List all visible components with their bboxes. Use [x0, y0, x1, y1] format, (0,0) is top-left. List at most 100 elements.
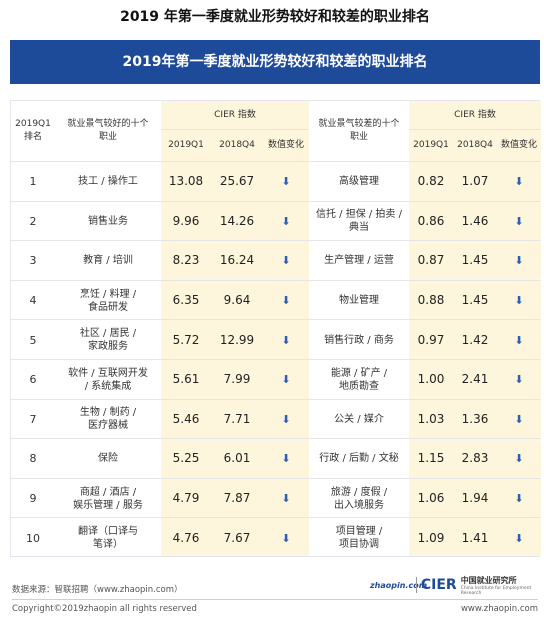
table-row: 9 商超 / 酒店 / 娱乐管理 / 服务 4.79 7.87 ⬇ 旅游 / 度假 / 出… — [11, 477, 541, 519]
good-change-cell: ⬇ — [263, 320, 309, 360]
cell-b-q1: 1.00 — [417, 372, 445, 387]
page-title: 2019 年第一季度就业形势较好和较差的职业排名 — [120, 9, 430, 25]
down-arrow-icon: ⬇ — [514, 294, 524, 308]
header-good-occupation: 就业景气较好的十个 职业 — [67, 119, 149, 142]
cell-bad: 项目管理 / 项目协调 — [335, 526, 383, 551]
cell-g-q4: 25.67 — [219, 174, 255, 189]
good-change-cell: ⬇ — [263, 439, 309, 479]
cell-bad: 公关 / 媒介 — [334, 413, 384, 425]
good-change-cell: ⬇ — [263, 479, 309, 519]
down-arrow-icon: ⬇ — [514, 492, 524, 506]
down-arrow-icon: ⬇ — [514, 412, 524, 426]
cell-bad: 能源 / 矿产 / 地质勘查 — [330, 367, 388, 392]
cell-b-q1: 1.03 — [417, 411, 445, 426]
cell-g-q1: 5.25 — [172, 451, 200, 466]
cell-b-q1: 0.86 — [417, 213, 445, 228]
cier-name-en: China Institute for Employment Research — [460, 585, 532, 596]
cell-bad: 信托 / 担保 / 拍卖 / 典当 — [315, 209, 402, 234]
down-arrow-icon: ⬇ — [281, 294, 291, 308]
cell-rank: 8 — [29, 452, 37, 466]
cell-g-q4: 9.64 — [223, 293, 251, 308]
copyright: Copyright©2019zhaopin all rights reserve… — [12, 604, 197, 614]
cell-bad: 生产管理 / 运营 — [324, 255, 394, 267]
cell-good: 烹饪 / 料理 / 食品研发 — [79, 288, 137, 313]
cell-b-q1: 0.88 — [417, 293, 445, 308]
down-arrow-icon: ⬇ — [514, 333, 524, 347]
down-arrow-icon: ⬇ — [514, 531, 524, 545]
cell-bad: 销售行政 / 商务 — [324, 334, 394, 346]
cell-rank: 5 — [29, 333, 37, 347]
cell-b-q4: 1.94 — [461, 491, 489, 506]
table-row: 4 烹饪 / 料理 / 食品研发 6.35 9.64 ⬇ 物业管理 0.88 1.45 ⬇ — [11, 279, 541, 321]
cell-good: 销售业务 — [88, 215, 128, 227]
cell-b-q4: 1.36 — [461, 411, 489, 426]
table-header: 2019Q1 排名 就业景气较好的十个 职业 CIER 指数 CIER 指数 就业景气较… — [11, 101, 541, 161]
down-arrow-icon: ⬇ — [281, 214, 291, 228]
logo-area: zhaopin.com CIER 中国就业研究所 China Institute… — [370, 574, 540, 596]
cell-rank: 4 — [29, 294, 37, 308]
cell-b-q1: 0.87 — [417, 253, 445, 268]
data-source: 数据来源：智联招聘（www.zhaopin.com） — [12, 585, 183, 595]
down-arrow-icon: ⬇ — [281, 373, 291, 387]
table-row: 7 生物 / 制药 / 医疗器械 5.46 7.71 ⬇ 公关 / 媒介 1.03 1.36 ⬇ — [11, 398, 541, 440]
down-arrow-icon: ⬇ — [281, 254, 291, 268]
cell-b-q1: 1.15 — [417, 451, 445, 466]
bad-change-cell: ⬇ — [497, 439, 541, 479]
good-change-cell: ⬇ — [263, 162, 309, 202]
cell-g-q4: 7.99 — [223, 372, 251, 387]
zhaopin-logo: zhaopin.com — [370, 580, 428, 590]
down-arrow-icon: ⬇ — [281, 412, 291, 426]
cell-good: 技工 / 操作工 — [78, 176, 138, 188]
cell-b-q4: 1.41 — [461, 530, 489, 545]
cell-b-q4: 2.41 — [461, 372, 489, 387]
cell-g-q4: 6.01 — [223, 451, 251, 466]
bad-change-cell: ⬇ — [497, 241, 541, 281]
down-arrow-icon: ⬇ — [281, 492, 291, 506]
cell-g-q4: 16.24 — [219, 253, 255, 268]
header-good-q1: 2019Q1 — [161, 129, 211, 161]
cell-bad: 旅游 / 度假 / 出入境服务 — [330, 486, 388, 511]
logo-divider — [416, 577, 417, 593]
bad-change-cell: ⬇ — [497, 320, 541, 360]
good-change-cell: ⬇ — [263, 202, 309, 242]
cell-b-q4: 1.45 — [461, 253, 489, 268]
down-arrow-icon: ⬇ — [281, 531, 291, 545]
down-arrow-icon: ⬇ — [514, 254, 524, 268]
cell-g-q1: 5.46 — [172, 411, 200, 426]
cell-g-q1: 4.76 — [172, 530, 200, 545]
table-row: 6 软件 / 互联网开发 / 系统集成 5.61 7.99 ⬇ 能源 / 矿产 / 地质勘… — [11, 359, 541, 400]
down-arrow-icon: ⬇ — [281, 452, 291, 466]
down-arrow-icon: ⬇ — [281, 175, 291, 189]
table-row: 5 社区 / 居民 / 家政服务 5.72 12.99 ⬇ 销售行政 / 商务 0.97 1.… — [11, 319, 541, 360]
table-row: 2 销售业务 9.96 14.26 ⬇ 信托 / 担保 / 拍卖 / 典当 0.86 1.46… — [11, 200, 541, 242]
bad-change-cell: ⬇ — [497, 400, 541, 440]
cell-b-q4: 1.45 — [461, 293, 489, 308]
cell-g-q4: 7.87 — [223, 491, 251, 506]
header-rank: 2019Q1 排名 — [15, 119, 51, 142]
cell-good: 社区 / 居民 / 家政服务 — [79, 328, 137, 353]
cell-b-q4: 2.83 — [461, 451, 489, 466]
header-bad-change: 数值变化 — [497, 129, 541, 161]
cell-g-q1: 4.79 — [172, 491, 200, 506]
cell-g-q1: 13.08 — [168, 174, 204, 189]
cell-g-q4: 7.67 — [223, 530, 251, 545]
cell-good: 软件 / 互联网开发 / 系统集成 — [68, 367, 148, 392]
bad-change-cell: ⬇ — [497, 281, 541, 321]
cier-bad-column-bg — [409, 101, 541, 556]
down-arrow-icon: ⬇ — [281, 333, 291, 347]
cell-rank: 6 — [29, 373, 37, 387]
table-row: 3 教育 / 培训 8.23 16.24 ⬇ 生产管理 / 运营 0.87 1.45 ⬇ — [11, 240, 541, 281]
footer-url: www.zhaopin.com — [460, 604, 538, 614]
cell-b-q4: 1.46 — [461, 213, 489, 228]
cell-b-q1: 0.97 — [417, 332, 445, 347]
cier-name: 中国就业研究所 China Institute for Employment R… — [461, 575, 540, 596]
cell-b-q1: 1.09 — [417, 530, 445, 545]
cell-g-q1: 9.96 — [172, 213, 200, 228]
header-bad-occupation: 就业景气较差的十个 职业 — [318, 119, 400, 142]
header-cier-index-left: CIER 指数 — [214, 109, 256, 120]
good-change-cell: ⬇ — [263, 281, 309, 321]
cier-logo: CIER — [420, 577, 457, 593]
footer-divider — [12, 599, 538, 600]
cell-g-q4: 7.71 — [223, 411, 251, 426]
bad-change-cell: ⬇ — [497, 162, 541, 202]
